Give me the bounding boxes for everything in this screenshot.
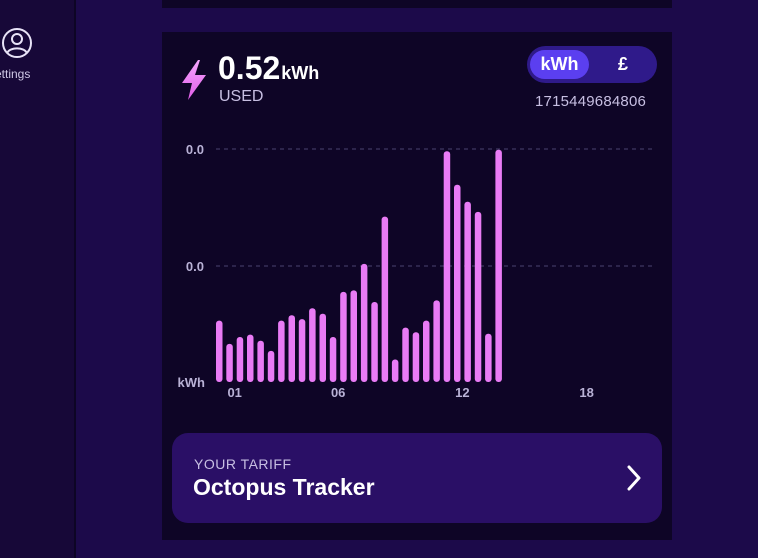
x-tick-label: 12 xyxy=(455,385,469,400)
usage-bar xyxy=(267,350,275,382)
toggle-kwh[interactable]: kWh xyxy=(530,50,589,79)
usage-bar xyxy=(381,216,389,382)
toggle-pound[interactable]: £ xyxy=(617,54,628,74)
usage-value: 0.52kWh xyxy=(218,50,319,91)
usage-bar xyxy=(433,300,440,382)
usage-bar xyxy=(226,343,233,382)
usage-bar xyxy=(474,211,482,382)
tariff-card[interactable]: YOUR TARIFF Octopus Tracker xyxy=(172,433,662,523)
usage-bar xyxy=(340,291,347,382)
usage-bar xyxy=(443,151,451,382)
lightning-bolt-icon xyxy=(182,60,206,100)
usage-bar xyxy=(360,263,368,382)
y-tick-label: 0.0 xyxy=(186,259,204,274)
usage-chart: 0.0 0.0 kWh 0106121823 xyxy=(178,142,656,400)
sidebar: ettings xyxy=(0,0,76,558)
usage-card: 0.52kWh USED kWh £ 1715449684806 0.0 0.0… xyxy=(162,32,672,540)
user-circle-icon xyxy=(2,28,32,58)
usage-bar xyxy=(495,149,502,382)
usage-bar xyxy=(257,340,264,382)
tariff-name: Octopus Tracker xyxy=(193,474,375,500)
usage-bar xyxy=(423,320,430,382)
chevron-right-icon xyxy=(627,465,641,491)
usage-number: 0.52 xyxy=(218,50,281,86)
unit-toggle[interactable]: kWh £ xyxy=(527,46,657,83)
y-tick-label: 0.0 xyxy=(186,142,204,157)
bar-series xyxy=(216,149,502,382)
x-tick-label: 18 xyxy=(579,385,593,400)
usage-bar xyxy=(319,313,326,382)
usage-bar xyxy=(391,359,399,382)
usage-bar xyxy=(329,337,337,382)
usage-bar xyxy=(309,308,316,382)
usage-bar xyxy=(485,333,492,382)
sidebar-item-label: ettings xyxy=(0,67,31,81)
usage-bar xyxy=(247,334,254,382)
usage-bar xyxy=(236,337,244,382)
timestamp: 1715449684806 xyxy=(535,93,647,110)
usage-bar xyxy=(298,319,306,382)
usage-bar xyxy=(454,184,461,382)
tariff-label: YOUR TARIFF xyxy=(194,456,292,472)
x-axis-ticks: 0106121823 xyxy=(227,385,593,400)
x-tick-label: 06 xyxy=(331,385,345,400)
usage-bar xyxy=(350,290,357,382)
usage-unit: kWh xyxy=(281,63,320,83)
x-tick-label: 01 xyxy=(227,385,241,400)
usage-bar xyxy=(216,320,223,382)
usage-bar xyxy=(412,332,420,382)
usage-bar xyxy=(288,315,295,382)
usage-bar xyxy=(278,320,285,382)
usage-bar xyxy=(464,201,471,382)
y-axis-unit-label: kWh xyxy=(178,375,206,390)
sidebar-item-settings[interactable]: ettings xyxy=(0,26,74,86)
previous-card-bottom xyxy=(162,0,672,8)
usage-bar xyxy=(402,327,409,382)
usage-bar xyxy=(371,302,378,382)
usage-label: USED xyxy=(219,88,264,105)
